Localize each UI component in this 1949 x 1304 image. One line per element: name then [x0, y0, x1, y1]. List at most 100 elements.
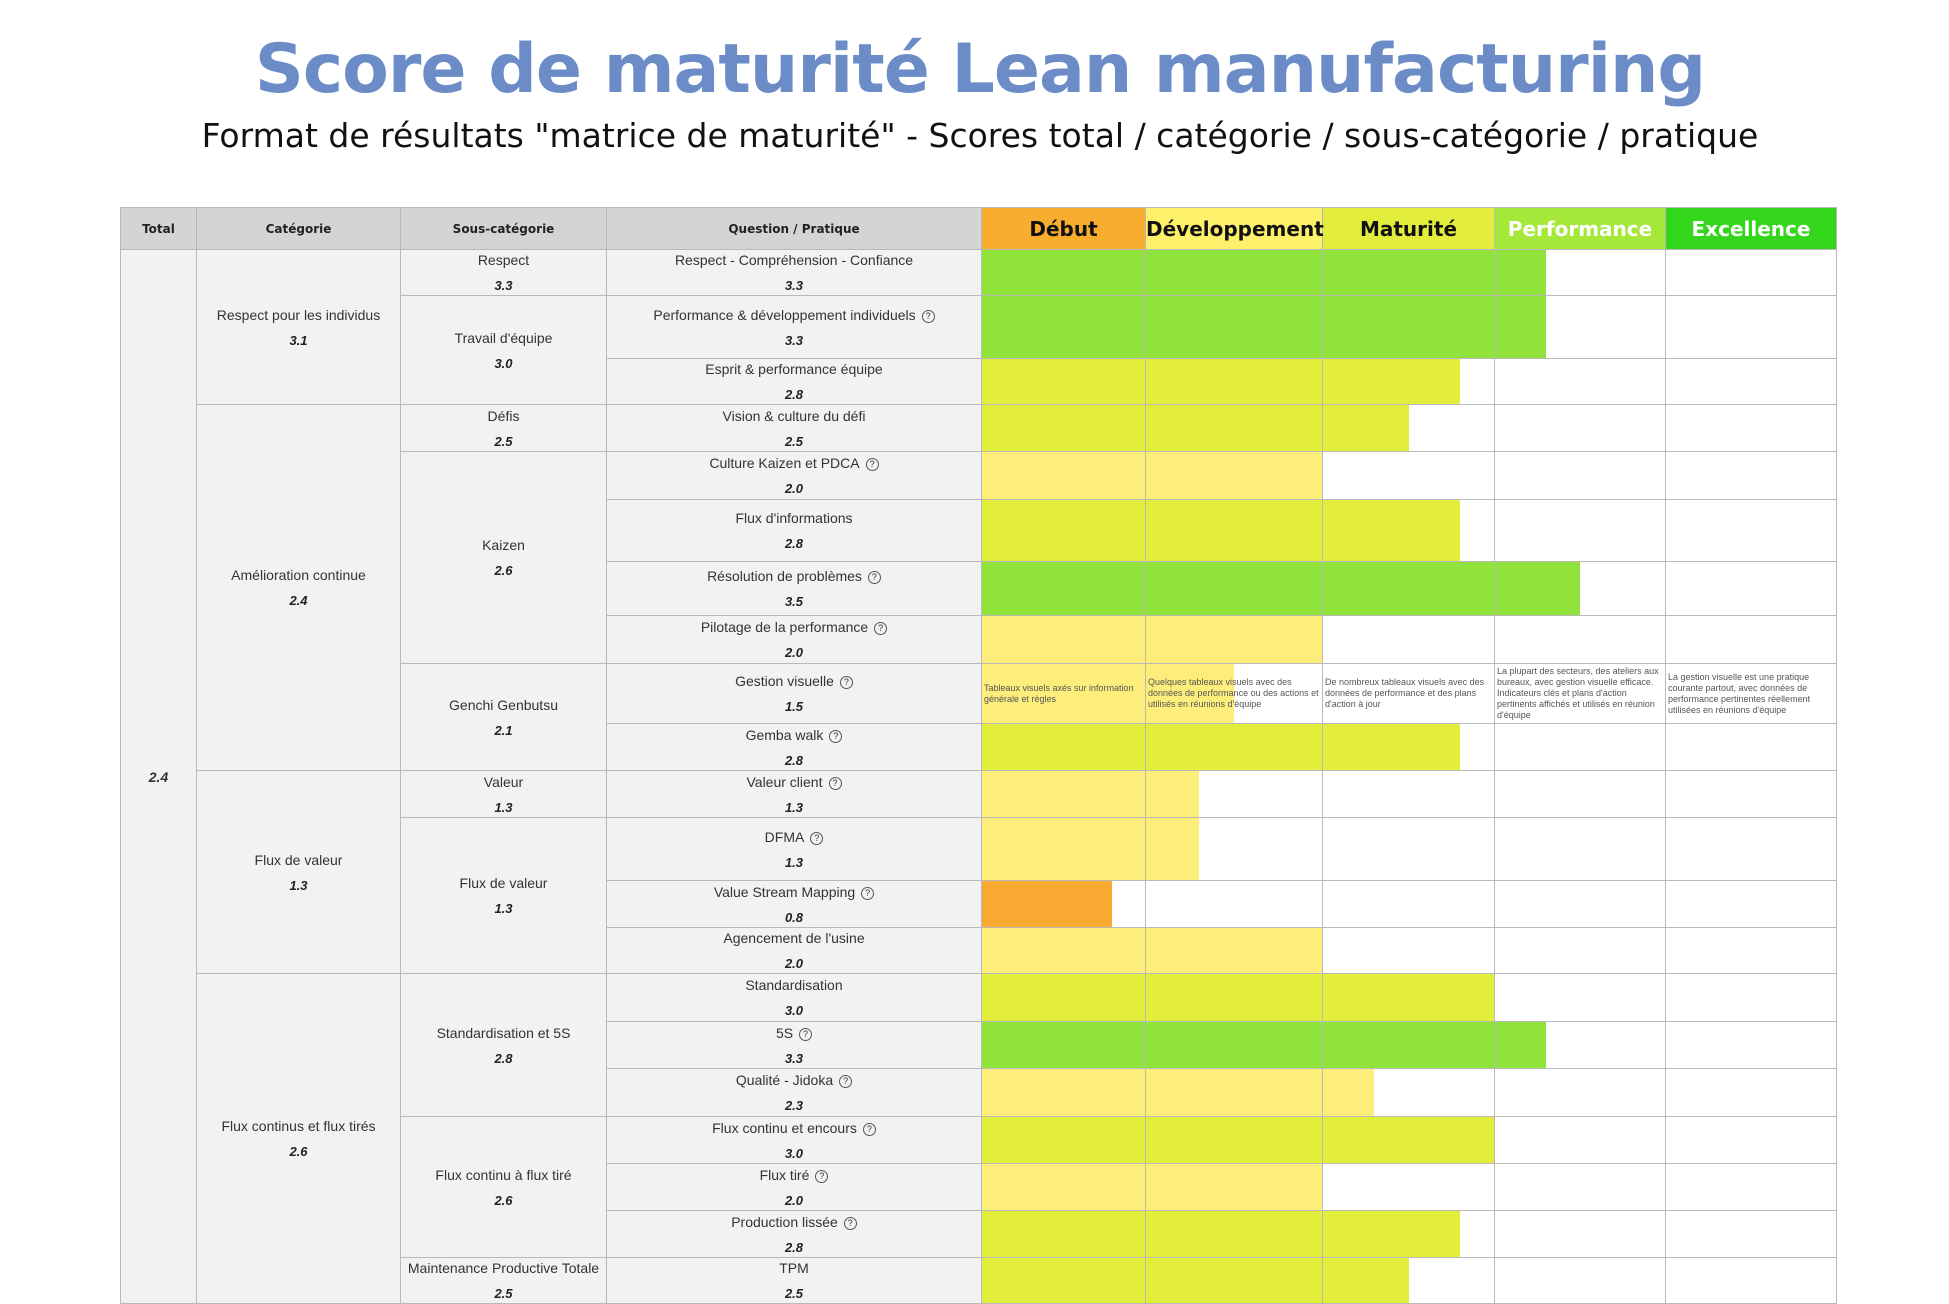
- help-icon[interactable]: ?: [829, 729, 843, 743]
- question-cell-score: 1.5: [784, 699, 804, 714]
- help-icon[interactable]: ?: [874, 622, 888, 635]
- score-fill: [1146, 818, 1199, 880]
- level-cell-4: [1665, 723, 1837, 771]
- help-icon[interactable]: ?: [828, 776, 842, 790]
- level-cell-0: [981, 615, 1146, 664]
- table-row: Travail d'équipe 3.0 Performance & dévelop…: [121, 295, 1837, 405]
- score-fill: [1146, 1211, 1322, 1257]
- question-cell: Production lissée? 2.8: [606, 1210, 982, 1258]
- table-row: Value Stream Mapping? 0.8: [121, 880, 1837, 928]
- score-fill: [982, 500, 1145, 561]
- question-cell-score: 3.5: [784, 594, 804, 609]
- level-cell-0: [981, 249, 1146, 296]
- subcategory-cell-score: 3.0: [494, 355, 513, 371]
- score-fill: [1323, 1258, 1409, 1303]
- header-total: Total: [120, 207, 197, 250]
- level-cell-3: [1494, 1021, 1666, 1069]
- question-cell-label: Gestion visuelle: [735, 673, 834, 689]
- level-cell-2: [1322, 404, 1495, 452]
- level-cell-3: [1494, 499, 1666, 562]
- level-cell-2: [1322, 927, 1495, 974]
- question-cell-score: 3.0: [784, 1003, 804, 1018]
- help-icon[interactable]: ?: [861, 886, 875, 900]
- level-cell-4: [1665, 973, 1837, 1022]
- question-cell-score: 3.3: [784, 332, 804, 348]
- subcategory-cell-score: 3.3: [494, 278, 513, 293]
- level-cell-3: [1494, 295, 1666, 359]
- category-cell: Amélioration continue 2.4: [196, 404, 401, 771]
- score-fill: [1146, 500, 1322, 561]
- category-cell-score: 2.4: [289, 593, 308, 608]
- level-cell-0: [981, 1163, 1146, 1211]
- help-icon[interactable]: ?: [867, 571, 881, 584]
- level-cell-2: [1322, 358, 1495, 405]
- level-cell-2: [1322, 1210, 1495, 1258]
- table-row: Flux de valeur 1.3 DFMA? 1.3: [121, 817, 1837, 974]
- level-cell-4: [1665, 615, 1837, 664]
- subcategory-cell-label: Valeur: [483, 773, 524, 790]
- help-icon[interactable]: ?: [810, 831, 824, 845]
- score-fill: [982, 1258, 1145, 1303]
- question-cell-score: 2.5: [784, 433, 804, 449]
- level-cell-0: [981, 723, 1146, 771]
- level-cell-1: [1145, 451, 1323, 500]
- level-cell-0: [981, 499, 1146, 562]
- question-cell-label: Value Stream Mapping: [713, 883, 856, 900]
- level-cell-0: [981, 880, 1146, 928]
- question-cell-label: Production lissée: [731, 1213, 838, 1230]
- header-level-0: Début: [981, 207, 1146, 250]
- score-fill: [1146, 296, 1322, 358]
- category-cell: Flux de valeur 1.3: [196, 770, 401, 974]
- level-cell-3: [1494, 770, 1666, 818]
- category-cell: Flux continus et flux tirés 2.6: [196, 973, 401, 1304]
- level-cell-0: [981, 927, 1146, 974]
- level-cell-3: [1494, 404, 1666, 452]
- question-cell: Esprit & performance équipe 2.8: [606, 358, 982, 405]
- help-icon[interactable]: ?: [843, 1216, 857, 1230]
- help-icon[interactable]: ?: [862, 1122, 876, 1136]
- question-cell-label: Pilotage de la performance: [700, 619, 869, 635]
- question-cell: Value Stream Mapping? 0.8: [606, 880, 982, 928]
- level-cell-0: [981, 973, 1146, 1022]
- question-cell-label: Respect - Compréhension - Confiance: [674, 252, 914, 268]
- question-cell-score: 2.8: [784, 536, 804, 551]
- subcategory-cell: Flux continu à flux tiré 2.6: [400, 1116, 607, 1258]
- question-cell: Flux d'informations 2.8: [606, 499, 982, 562]
- level-cell-4: [1665, 1257, 1837, 1304]
- table-row: Flux tiré? 2.0: [121, 1163, 1837, 1211]
- score-fill: [982, 881, 1113, 927]
- question-cell: Flux continu et encours? 3.0: [606, 1116, 982, 1164]
- level-cell-4: [1665, 880, 1837, 928]
- score-fill: [1146, 452, 1322, 499]
- help-icon[interactable]: ?: [815, 1169, 829, 1183]
- category-cell-label: Respect pour les individus: [216, 306, 381, 323]
- header-subcategory: Sous-catégorie: [400, 207, 607, 250]
- level-cell-1: [1145, 770, 1323, 818]
- level-cell-4: [1665, 817, 1837, 881]
- question-cell-score: 2.8: [784, 1239, 804, 1255]
- score-fill: [1146, 1258, 1322, 1303]
- help-icon[interactable]: ?: [839, 676, 853, 689]
- level-cell-1: [1145, 561, 1323, 616]
- subcategory-cell-label: Genchi Genbutsu: [449, 696, 558, 713]
- question-cell-label: Flux tiré: [759, 1166, 810, 1183]
- help-icon[interactable]: ?: [799, 1027, 813, 1041]
- table-row: Production lissée? 2.8: [121, 1210, 1837, 1258]
- level-cell-0: [981, 817, 1146, 881]
- score-fill: [1495, 562, 1580, 615]
- question-cell: Valeur client? 1.3: [606, 770, 982, 818]
- help-icon[interactable]: ?: [865, 458, 879, 471]
- level-cell-0: [981, 295, 1146, 359]
- help-icon[interactable]: ?: [921, 309, 935, 323]
- level-cell-4: [1665, 1210, 1837, 1258]
- level-cell-3: [1494, 973, 1666, 1022]
- level-cell-2: De nombreux tableaux visuels avec des do…: [1322, 663, 1495, 724]
- question-cell-label: Flux d'informations: [735, 510, 853, 526]
- category-cell-score: 3.1: [289, 332, 308, 348]
- question-cell-score: 2.8: [784, 752, 804, 768]
- question-cell-label: Vision & culture du défi: [722, 407, 866, 424]
- level-cell-2: [1322, 1116, 1495, 1164]
- help-icon[interactable]: ?: [839, 1075, 853, 1088]
- score-fill: [1323, 250, 1494, 295]
- score-fill: [982, 562, 1145, 615]
